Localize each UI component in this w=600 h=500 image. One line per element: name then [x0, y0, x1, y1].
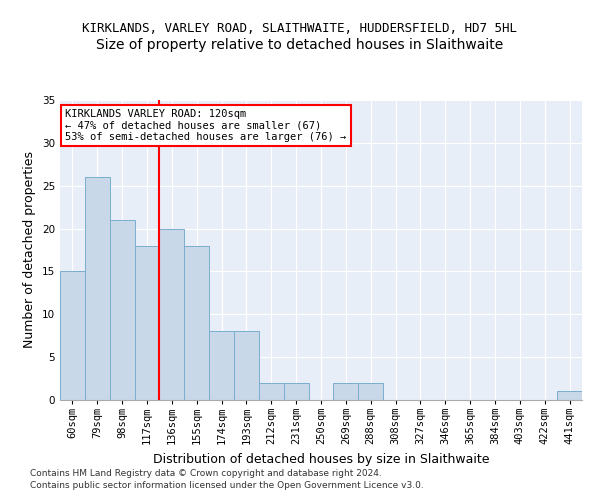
- Text: KIRKLANDS VARLEY ROAD: 120sqm
← 47% of detached houses are smaller (67)
53% of s: KIRKLANDS VARLEY ROAD: 120sqm ← 47% of d…: [65, 109, 346, 142]
- Bar: [284, 383, 308, 400]
- Bar: [259, 383, 284, 400]
- Bar: [234, 332, 259, 400]
- Text: Size of property relative to detached houses in Slaithwaite: Size of property relative to detached ho…: [97, 38, 503, 52]
- X-axis label: Distribution of detached houses by size in Slaithwaite: Distribution of detached houses by size …: [153, 453, 489, 466]
- Bar: [184, 246, 209, 400]
- Text: Contains HM Land Registry data © Crown copyright and database right 2024.: Contains HM Land Registry data © Crown c…: [30, 468, 382, 477]
- Bar: [160, 228, 184, 400]
- Text: KIRKLANDS, VARLEY ROAD, SLAITHWAITE, HUDDERSFIELD, HD7 5HL: KIRKLANDS, VARLEY ROAD, SLAITHWAITE, HUD…: [83, 22, 517, 36]
- Bar: [85, 177, 110, 400]
- Bar: [334, 383, 358, 400]
- Bar: [358, 383, 383, 400]
- Bar: [60, 272, 85, 400]
- Text: Contains public sector information licensed under the Open Government Licence v3: Contains public sector information licen…: [30, 481, 424, 490]
- Bar: [110, 220, 134, 400]
- Bar: [557, 392, 582, 400]
- Bar: [209, 332, 234, 400]
- Y-axis label: Number of detached properties: Number of detached properties: [23, 152, 37, 348]
- Bar: [134, 246, 160, 400]
